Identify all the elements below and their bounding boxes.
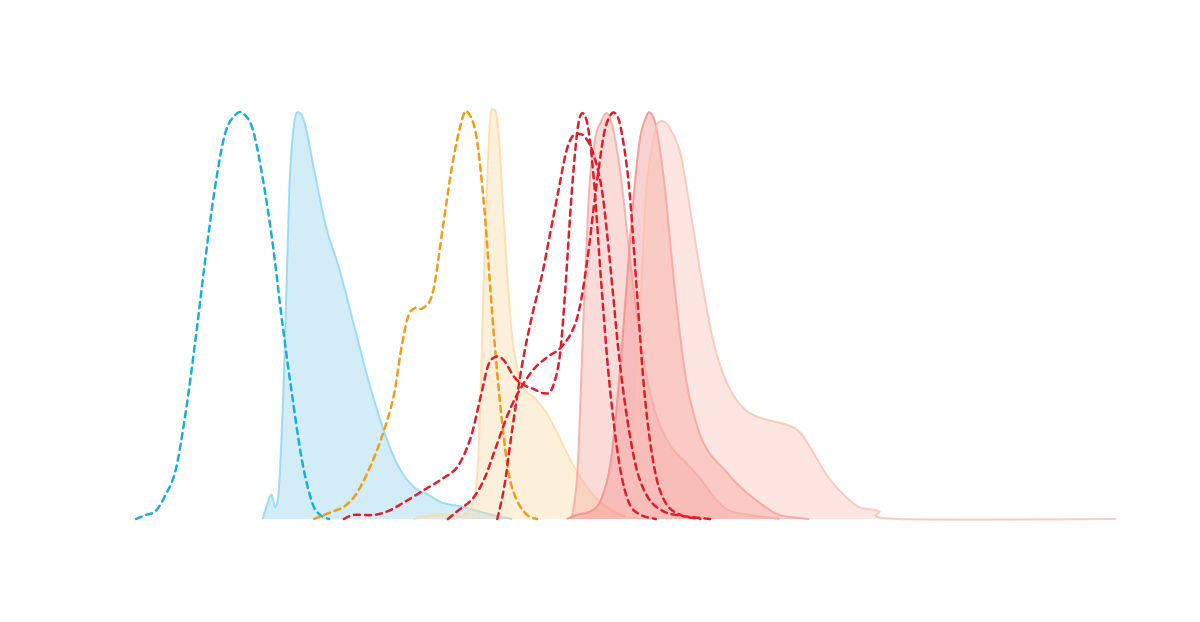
density-outline-0 bbox=[261, 111, 513, 520]
density-area-6 bbox=[626, 120, 1117, 520]
density-dashed-line-1 bbox=[134, 110, 331, 521]
density-area-0 bbox=[262, 112, 513, 519]
density-dashed-line-9 bbox=[496, 132, 712, 521]
density-outline-4 bbox=[570, 112, 780, 520]
density-dashed-line-8 bbox=[446, 111, 702, 521]
density-area-2 bbox=[413, 108, 641, 519]
density-dashed-line-3 bbox=[312, 109, 539, 521]
density-outline-2 bbox=[412, 107, 642, 520]
density-dashed-line-7 bbox=[342, 112, 658, 521]
density-area-5 bbox=[566, 112, 810, 519]
density-area-4 bbox=[571, 113, 780, 519]
plot-area bbox=[134, 107, 1117, 521]
density-outline-6 bbox=[625, 119, 1117, 521]
